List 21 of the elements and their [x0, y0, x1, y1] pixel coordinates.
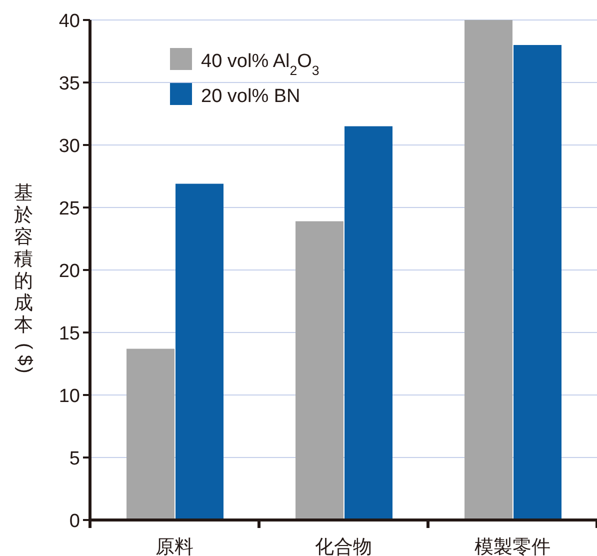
legend-label: 40 vol% Al$_{2}$O$_{3}$ — [201, 51, 320, 78]
y-tick-label: 20 — [58, 261, 80, 282]
text: 基於容積的成本 ($) — [14, 183, 35, 374]
bar — [514, 45, 562, 520]
y-tick-label: 0 — [69, 511, 80, 532]
y-tick-label: 10 — [58, 386, 80, 407]
bar — [344, 126, 392, 520]
y-tick-label: 40 — [58, 11, 80, 32]
x-tick-label: 模製零件 — [474, 537, 550, 556]
bar — [176, 184, 224, 520]
y-tick-label: 25 — [58, 198, 80, 220]
y-tick-label: 30 — [58, 136, 80, 157]
legend-label: 20 vol% BN — [201, 86, 300, 107]
bar — [126, 348, 174, 520]
y-tick-label: 5 — [69, 448, 80, 470]
x-tick-label: 化合物 — [315, 537, 372, 556]
x-tick-label: 原料 — [156, 537, 194, 556]
y-tick-label: 35 — [58, 74, 80, 94]
y-tick-label: 15 — [58, 324, 80, 344]
bar — [464, 20, 512, 520]
bar — [296, 221, 344, 520]
